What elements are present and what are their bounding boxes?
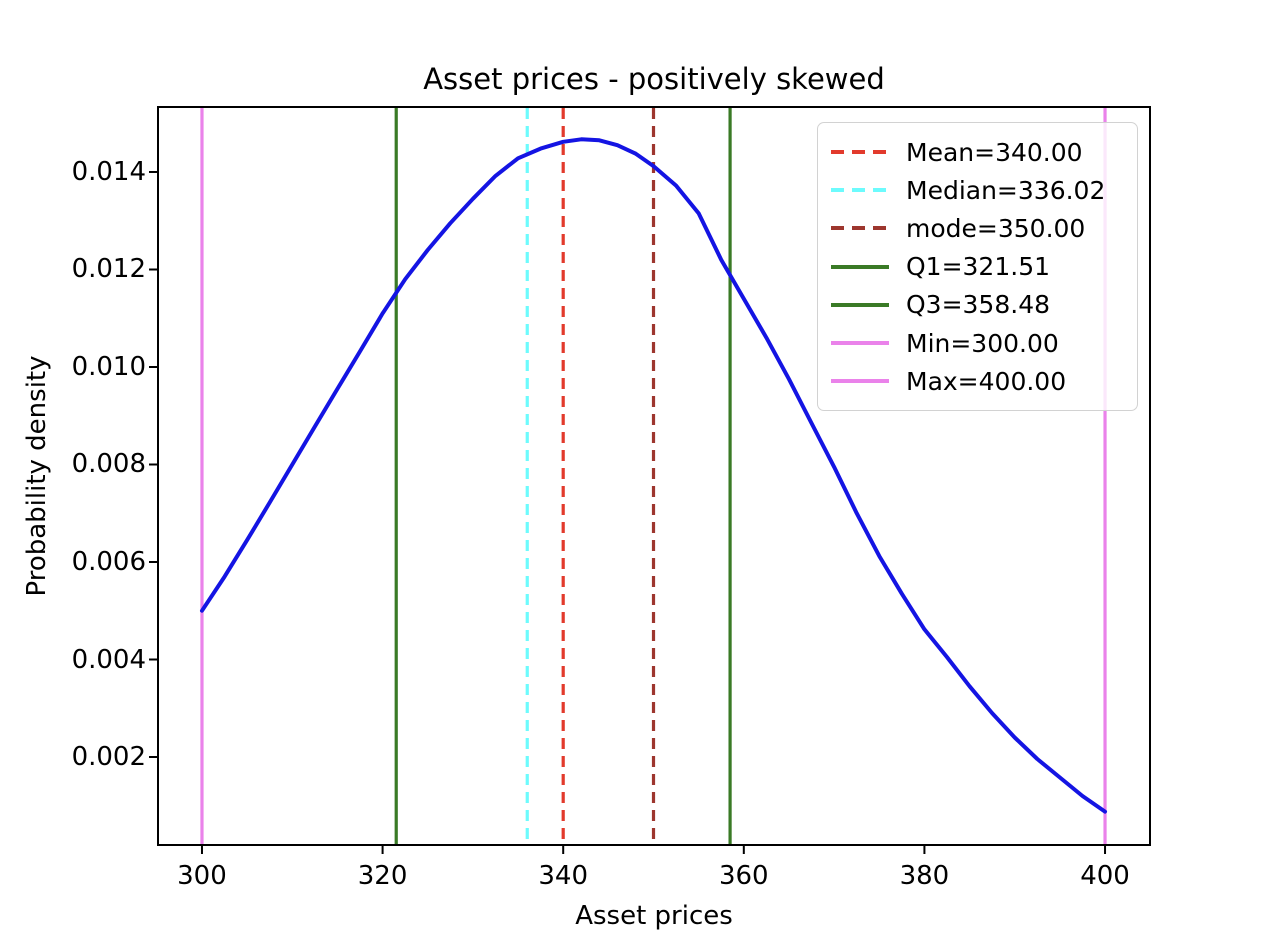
legend-dashed-line-swatch [831, 226, 889, 231]
x-tick-label: 340 [538, 861, 588, 891]
y-tick-label: 0.006 [71, 546, 146, 577]
y-tick-label: 0.014 [71, 156, 146, 187]
legend-solid-line-swatch [831, 341, 889, 346]
y-tick-label: 0.012 [71, 254, 146, 285]
x-tick-label: 300 [177, 861, 227, 891]
legend-label: Min=300.00 [906, 328, 1059, 358]
legend-label: Mean=340.00 [906, 137, 1083, 167]
axes-spines [157, 106, 1151, 846]
y-tick-label: 0.008 [71, 449, 146, 480]
legend-entry: Min=300.00 [831, 324, 1131, 362]
x-tick-label: 320 [357, 861, 408, 891]
x-tick-label: 380 [899, 861, 950, 891]
y-tick-label: 0.010 [71, 351, 146, 382]
legend-entry: Median=336.02 [831, 171, 1131, 209]
legend-solid-line-swatch [831, 264, 889, 269]
legend-entry: Q1=321.51 [831, 248, 1131, 286]
legend-solid-line-swatch [831, 379, 889, 384]
legend-entry: Q3=358.48 [831, 286, 1131, 324]
y-tick-label: 0.002 [71, 742, 146, 772]
legend-label: Q1=321.51 [906, 252, 1051, 282]
legend-entry: Mean=340.00 [831, 133, 1131, 171]
legend-label: Median=336.02 [906, 175, 1106, 205]
chart-title: Asset prices - positively skewed [423, 62, 885, 96]
legend: Mean=340.00 Median=336.02 mode=350.00 Q1=32… [817, 122, 1138, 412]
x-tick-label: 400 [1080, 861, 1130, 891]
legend-label: mode=350.00 [906, 213, 1086, 243]
legend-dashed-line-swatch [831, 150, 889, 155]
y-tick-label: 0.004 [71, 644, 146, 675]
density-curve [200, 137, 1107, 814]
x-tick-label: 360 [718, 861, 769, 891]
legend-entry: Max=400.00 [831, 362, 1131, 400]
legend-label: Max=400.00 [906, 366, 1067, 396]
legend-entry: mode=350.00 [831, 209, 1131, 247]
legend-dashed-line-swatch [831, 188, 889, 193]
x-axis-label: Asset prices [575, 901, 733, 931]
legend-solid-line-swatch [831, 302, 889, 307]
legend-label: Q3=358.48 [906, 290, 1051, 320]
